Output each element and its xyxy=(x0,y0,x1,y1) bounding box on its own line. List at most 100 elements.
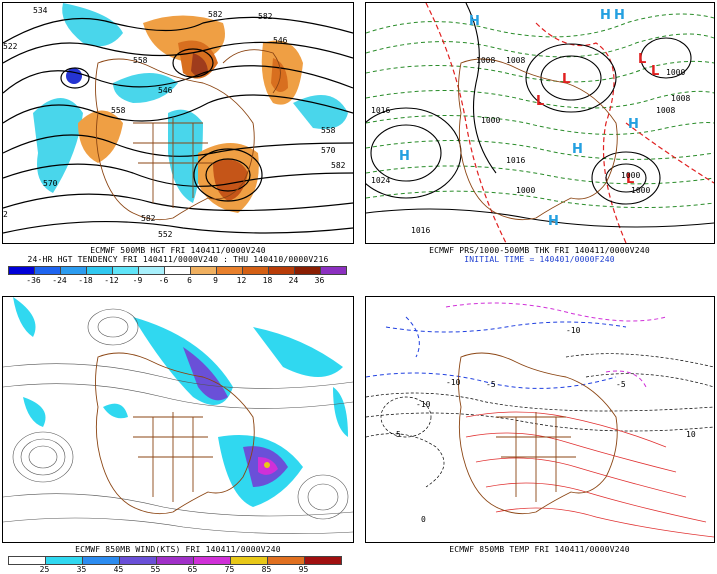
thickness-contours-red xyxy=(425,3,714,243)
svg-text:-10: -10 xyxy=(566,326,581,335)
colorbar-850-wind-tick-label: 45 xyxy=(113,565,124,574)
isotherms-cold xyxy=(445,302,667,388)
svg-text:2: 2 xyxy=(3,210,8,219)
height-labels: 534 522 582 546 570 558 546 570 582 582 … xyxy=(3,6,346,239)
streamlines xyxy=(3,308,353,534)
svg-text:1016: 1016 xyxy=(371,106,390,115)
caption-500mb-line2: 24-HR HGT TENDENCY FRI 140411/0000V240 :… xyxy=(27,255,329,264)
isotherms-black xyxy=(366,353,714,488)
map-500mb: 534 522 582 546 570 558 546 570 582 582 … xyxy=(2,2,354,244)
colorbar-500mb-tick-label: -18 xyxy=(78,276,93,285)
colorbar-500mb-swatch xyxy=(321,266,347,275)
svg-text:-5: -5 xyxy=(486,380,496,389)
colorbar-500mb-swatch xyxy=(191,266,217,275)
colorbar-500mb-tick-label: 9 xyxy=(213,276,218,285)
colorbar-850-wind-tick-label: 55 xyxy=(150,565,161,574)
svg-text:1016: 1016 xyxy=(506,156,525,165)
svg-text:1000: 1000 xyxy=(631,186,650,195)
colorbar-500mb-tick-label: 18 xyxy=(262,276,273,285)
svg-text:570: 570 xyxy=(321,146,336,155)
svg-text:1008: 1008 xyxy=(506,56,525,65)
svg-text:1008: 1008 xyxy=(671,94,690,103)
pressure-labels: 1016 1008 1000 1016 1000 1008 1000 1000 … xyxy=(371,56,690,235)
colorbar-500mb-tick-label: 12 xyxy=(236,276,247,285)
colorbar-850-wind-tick-label: 85 xyxy=(261,565,272,574)
low-marker: L xyxy=(562,72,570,87)
svg-text:1024: 1024 xyxy=(371,176,390,185)
colorbar-500mb xyxy=(8,266,347,275)
panel-850mb-wind: ECMWF 850MB WIND(KTS) FRI 140411/0000V24… xyxy=(0,294,356,574)
svg-text:10: 10 xyxy=(686,430,696,439)
svg-text:552: 552 xyxy=(158,230,173,239)
colorbar-500mb-swatch xyxy=(8,266,35,275)
svg-text:546: 546 xyxy=(158,86,173,95)
colorbar-500mb-tick-label: -12 xyxy=(104,276,119,285)
colorbar-500mb-swatch xyxy=(165,266,191,275)
svg-text:534: 534 xyxy=(33,6,48,15)
colorbar-500mb-swatch xyxy=(269,266,295,275)
colorbar-500mb-tick-label: -24 xyxy=(52,276,67,285)
colorbar-500mb-ticks: -36 -24 -18 -12 -9 -6 6 9 12 18 24 36 xyxy=(21,276,333,285)
low-markers: L L L L L xyxy=(536,52,659,187)
svg-text:-5: -5 xyxy=(616,380,626,389)
wind-speed-fill xyxy=(13,297,348,507)
high-marker: H xyxy=(628,117,639,132)
panel-prs-thickness: H H H H H H H L L L L L 1016 1008 1000 1… xyxy=(362,0,717,290)
high-marker: H xyxy=(600,8,611,23)
colorbar-500mb-tick-label: 24 xyxy=(288,276,299,285)
caption-850-wind: ECMWF 850MB WIND(KTS) FRI 140411/0000V24… xyxy=(75,545,281,554)
colorbar-850-wind-swatch xyxy=(305,556,342,565)
high-marker: H xyxy=(572,142,583,157)
svg-text:582: 582 xyxy=(208,10,223,19)
svg-text:546: 546 xyxy=(273,36,288,45)
colorbar-500mb-swatch xyxy=(139,266,165,275)
caption-prs-line1: ECMWF PRS/1000-500MB THK FRI 140411/0000… xyxy=(429,246,650,255)
colorbar-500mb-swatch xyxy=(217,266,243,275)
colorbar-850-wind-swatch xyxy=(120,556,157,565)
thickness-contours-green xyxy=(366,13,714,209)
colorbar-850-wind-tick-label: 35 xyxy=(76,565,87,574)
svg-text:5: 5 xyxy=(396,430,401,439)
colorbar-500mb-swatch xyxy=(61,266,87,275)
low-marker: L xyxy=(626,172,634,187)
colorbar-850-wind-swatch xyxy=(157,556,194,565)
colorbar-850-wind-swatch xyxy=(231,556,268,565)
svg-text:1008: 1008 xyxy=(476,56,495,65)
svg-text:582: 582 xyxy=(258,12,273,21)
colorbar-500mb-tick-label: -36 xyxy=(26,276,41,285)
colorbar-850-wind-swatch xyxy=(8,556,46,565)
colorbar-850-wind-swatch xyxy=(83,556,120,565)
isotherms-warm xyxy=(465,411,714,538)
svg-text:558: 558 xyxy=(111,106,126,115)
high-marker: H xyxy=(399,149,410,164)
low-marker: L xyxy=(638,52,646,67)
coastline xyxy=(458,352,618,515)
height-contours xyxy=(3,16,353,234)
panel-850mb-temp: -10 -10 -5 -5 10 -10 5 0 ECMWF 850MB TEM… xyxy=(362,294,717,574)
map-850mb-wind xyxy=(2,296,354,543)
colorbar-500mb-swatch xyxy=(295,266,321,275)
coastline xyxy=(458,58,618,221)
svg-text:1016: 1016 xyxy=(411,226,430,235)
colorbar-500mb-tick-label: 6 xyxy=(187,276,192,285)
colorbar-850-wind-tick-label: 75 xyxy=(224,565,235,574)
svg-text:582: 582 xyxy=(331,161,346,170)
high-marker: H xyxy=(469,14,480,29)
caption-850-temp: ECMWF 850MB TEMP FRI 140411/0000V240 xyxy=(449,545,630,554)
svg-text:1000: 1000 xyxy=(481,116,500,125)
coastline xyxy=(95,49,281,221)
svg-text:0: 0 xyxy=(421,515,426,524)
low-marker: L xyxy=(536,94,544,109)
colorbar-500mb-tick-label: 36 xyxy=(314,276,325,285)
colorbar-500mb-swatch xyxy=(113,266,139,275)
svg-text:558: 558 xyxy=(133,56,148,65)
svg-text:582: 582 xyxy=(141,214,156,223)
svg-text:522: 522 xyxy=(3,42,18,51)
svg-text:1008: 1008 xyxy=(656,106,675,115)
colorbar-850-wind-tick-label: 95 xyxy=(298,565,309,574)
colorbar-850-wind-swatch xyxy=(46,556,83,565)
high-marker: H xyxy=(548,214,559,229)
svg-text:-10: -10 xyxy=(446,378,461,387)
caption-500mb-line1: ECMWF 500MB HGT FRI 140411/0000V240 xyxy=(90,246,266,255)
colorbar-850-wind xyxy=(8,556,342,565)
